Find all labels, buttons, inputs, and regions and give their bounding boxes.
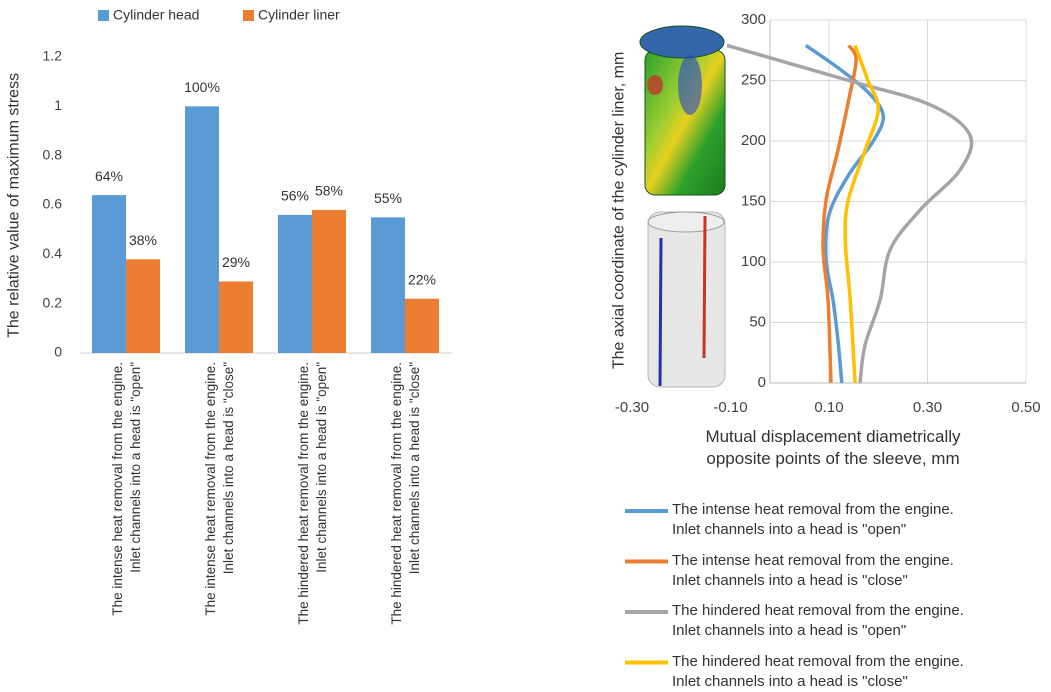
value-label: 58% [315,183,343,199]
legend-label: The hindered heat removal from the engin… [672,652,1047,692]
x-tick-label: 0.10 [814,399,843,416]
x-tick-label: -0.10 [713,399,747,416]
x-tick-label: 0.50 [1011,399,1040,416]
y-tick-label: 300 [741,11,766,28]
value-label: 100% [184,79,220,95]
x-axis-title: Mutual displacement diametrically opposi… [643,426,1023,470]
value-label: 55% [374,190,402,206]
liner-hotspot [647,75,663,95]
y-tick-label: 0.4 [43,245,63,261]
x-tick-label: The hindered heat removal from the engin… [295,362,331,692]
y-tick-label: 1.2 [43,48,63,64]
value-label: 56% [281,188,309,204]
legend-label: The intense heat removal from the engine… [672,551,1047,592]
y-axis-title: The relative value of maximum stress [5,35,26,375]
liner-top [640,26,724,58]
liner-render [640,26,725,387]
value-label: 64% [95,168,123,184]
y-tick-label: 0.6 [43,196,63,212]
y-tick-label: 0.2 [43,294,63,310]
y-tick-label: 0 [758,374,766,391]
y-tick-label: 1 [54,97,62,113]
value-label: 29% [222,254,250,270]
y-tick-label: 50 [749,313,766,330]
probe-line [660,238,661,386]
y-axis-title: The axial coordinate of the cylinder lin… [610,20,631,400]
y-tick-label: 150 [741,192,766,209]
y-tick-label: 0 [54,344,62,360]
x-tick-label: 0.30 [913,399,942,416]
y-tick-label: 100 [741,253,766,270]
bar [312,210,346,353]
x-tick-label: -0.30 [615,399,649,416]
x-tick-label: The intense heat removal from the engine… [109,362,145,692]
legend-label: The intense heat removal from the engine… [672,500,1047,541]
liner-hotspot [678,55,702,115]
page: 0 0.2 0.4 0.6 0.8 1 1.2 Cylinder head 64% 100% 56%… [0,0,1051,692]
legend-label: Cylinder head [113,7,199,23]
bar [126,259,160,353]
bar [185,106,219,353]
probe-line [704,216,705,358]
x-tick-label: The hindered heat removal from the engin… [388,362,424,692]
y-tick-label: 200 [741,132,766,149]
legend-label: The hindered heat removal from the engin… [672,601,1047,642]
bar [219,281,253,353]
legend-swatch [98,10,109,21]
x-tick-label: The intense heat removal from the engine… [202,362,238,692]
bar [92,195,126,353]
bar [405,299,439,353]
legend-swatch [243,10,254,21]
legend-label: Cylinder liner [258,7,340,23]
y-tick-label: 250 [741,71,766,88]
value-label: 38% [129,232,157,248]
y-tick-label: 0.8 [43,146,63,162]
bar [278,215,312,353]
bar [371,217,405,353]
liner-top [648,212,724,232]
value-label: 22% [408,271,436,287]
